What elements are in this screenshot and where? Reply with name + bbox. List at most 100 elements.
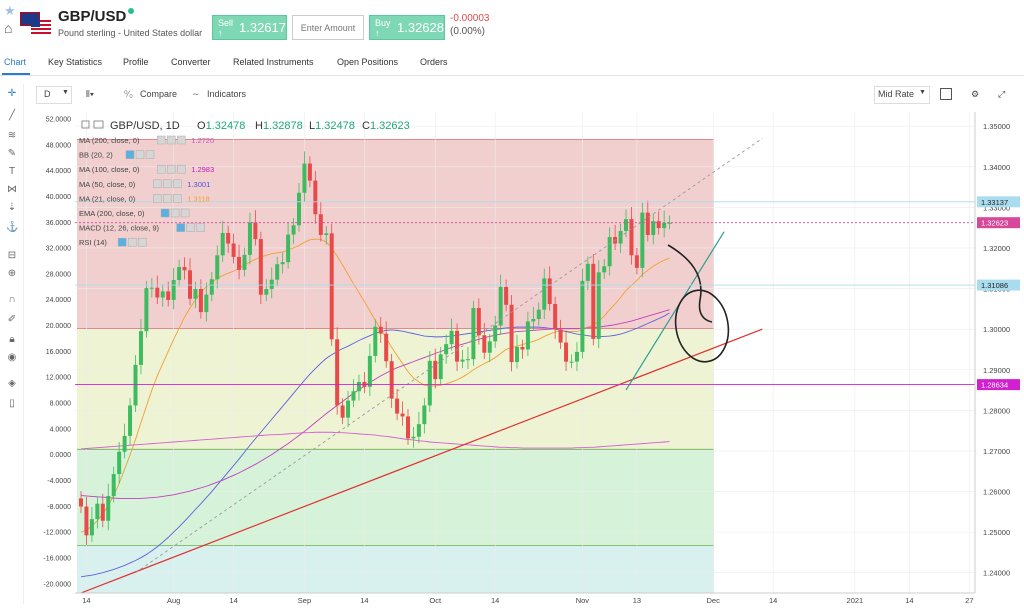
fib-zone: [77, 545, 714, 593]
tab-related-instruments[interactable]: Related Instruments: [233, 57, 314, 67]
tab-open-positions[interactable]: Open Positions: [337, 57, 399, 67]
candle-body: [618, 230, 623, 244]
candle-body: [438, 354, 443, 380]
candle-body: [95, 503, 100, 520]
indicator-label: MA (21, close, 0): [79, 194, 136, 203]
favorite-star-icon[interactable]: ★: [4, 3, 16, 18]
trendline-icon[interactable]: ╱: [8, 110, 16, 121]
left-tick-label: 0.0000: [50, 452, 72, 459]
x-tick-label: 2021: [847, 596, 864, 605]
candle-body: [264, 288, 269, 295]
expand-icon[interactable]: ⤢: [998, 89, 1006, 99]
candle-body: [422, 405, 427, 425]
x-tick-label: 13: [633, 596, 641, 605]
anchor-icon[interactable]: ⚓: [6, 222, 19, 233]
chart-title: GBP/USD, 1D: [110, 120, 180, 132]
candle-body: [536, 309, 541, 320]
left-tick-label: -16.0000: [43, 555, 71, 562]
x-tick-label: 14: [82, 596, 90, 605]
candle-body: [509, 304, 514, 363]
layers-icon[interactable]: ◈: [8, 378, 16, 389]
fib-zone: [77, 449, 714, 546]
left-tick-label: 4.0000: [50, 426, 72, 433]
pattern-icon[interactable]: ⋈: [7, 184, 17, 195]
tab-orders[interactable]: Orders: [420, 57, 448, 67]
tab-profile[interactable]: Profile: [123, 57, 149, 67]
candle-body: [160, 291, 165, 298]
eye-icon[interactable]: ◉: [7, 352, 17, 363]
crosshair-icon[interactable]: ✛: [7, 88, 17, 99]
right-tick-label: 1.26000: [983, 488, 1010, 497]
pair-name: Pound sterling - United States dollar: [58, 28, 203, 38]
lock-drawing-icon[interactable]: ✐: [7, 314, 17, 325]
amount-input[interactable]: [292, 15, 364, 40]
candle-body: [476, 308, 481, 336]
tab-key-statistics[interactable]: Key Statistics: [48, 57, 103, 67]
candle-body: [547, 278, 552, 304]
buy-button[interactable]: Buy ↑ 1.32628: [369, 15, 445, 40]
indicators-button[interactable]: Indicators: [207, 89, 247, 99]
tab-chart[interactable]: Chart: [4, 57, 27, 67]
left-tick-label: -8.0000: [47, 504, 71, 511]
sell-button[interactable]: Sell ↑ 1.32617: [212, 15, 287, 40]
text-icon[interactable]: T: [8, 166, 16, 177]
candle-body: [204, 294, 209, 313]
tab-converter[interactable]: Converter: [171, 57, 211, 67]
tag-icon[interactable]: ⌂: [4, 20, 13, 36]
left-tick-label: 52.0000: [46, 116, 71, 123]
candle-body: [498, 286, 503, 326]
indicator-value: 1.2983: [191, 165, 214, 174]
mid-rate-label: Mid Rate: [878, 89, 915, 99]
lock-icon[interactable]: 🔒︎: [9, 334, 15, 345]
left-tick-label: 32.0000: [46, 246, 71, 253]
right-tick-label: 1.33000: [983, 203, 1010, 212]
left-tick-label: 8.0000: [50, 401, 72, 408]
candle-body: [340, 405, 345, 418]
chevron-down-icon: ▼: [919, 89, 926, 96]
candle-body: [651, 221, 656, 235]
brush-icon[interactable]: ✎: [7, 148, 17, 159]
candle-body: [471, 308, 476, 360]
candle-body: [133, 364, 138, 406]
candle-body: [177, 267, 182, 281]
gear-icon[interactable]: ⚙: [971, 89, 980, 99]
indicator-control-icon: [176, 164, 186, 174]
measure-icon[interactable]: ⊟: [7, 250, 17, 261]
mid-rate-select[interactable]: [874, 86, 930, 104]
zoom-icon[interactable]: ⊕: [7, 268, 17, 279]
candle-body: [515, 347, 519, 363]
x-tick-label: 14: [491, 596, 499, 605]
candle-body: [455, 330, 460, 362]
indicator-control-icon: [176, 223, 185, 232]
fullscreen-icon[interactable]: [940, 88, 952, 100]
magnet-icon[interactable]: ∩: [8, 294, 16, 305]
left-tick-label: -20.0000: [43, 581, 71, 588]
price-level-label: 1.31086: [981, 281, 1008, 290]
candle-type-icon[interactable]: ⫴▾: [86, 89, 95, 99]
trendline: [80, 328, 763, 594]
x-tick-label: 14: [229, 596, 237, 605]
candle-body: [624, 219, 628, 231]
indicator-control-icon: [160, 208, 170, 218]
candle-body: [335, 339, 340, 406]
candle-body: [188, 270, 192, 299]
fib-icon[interactable]: ≋: [7, 130, 17, 141]
right-tick-label: 1.28000: [983, 406, 1010, 415]
candle-body: [574, 351, 579, 362]
interval-select[interactable]: [36, 86, 72, 104]
candle-body: [329, 233, 334, 340]
forecast-icon[interactable]: ⇣: [7, 202, 17, 213]
trash-icon[interactable]: ▯: [9, 398, 15, 409]
candle-body: [389, 361, 394, 399]
hand-drawn-arrow: [667, 244, 713, 323]
candle-body: [128, 405, 133, 436]
indicator-label: RSI (14): [79, 238, 107, 247]
tab-bar: Chart Key Statistics Profile Converter R…: [0, 50, 1024, 76]
compare-button[interactable]: Compare: [140, 89, 178, 99]
trendline: [135, 138, 763, 574]
candle-body: [585, 263, 590, 281]
price-level-label: 1.33137: [981, 198, 1008, 207]
indicator-control-icon: [196, 223, 205, 232]
candle-body: [215, 255, 220, 280]
